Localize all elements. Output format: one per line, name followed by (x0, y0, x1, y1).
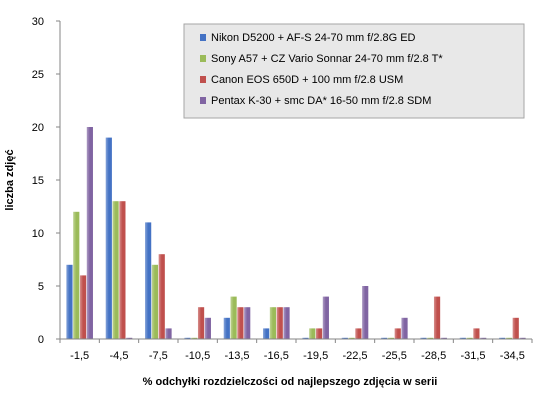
bar-series-2-3 (151, 264, 159, 339)
x-tick-label: -25,5 (382, 350, 407, 362)
bar-series-1-12 (499, 337, 506, 339)
bar-series-1-8 (341, 337, 348, 339)
legend-swatch-4 (200, 97, 206, 104)
bar-series-3-5 (237, 307, 244, 339)
bar-series-1-6 (263, 328, 270, 339)
bar-series-3-11 (473, 328, 480, 339)
bar-series-2-4 (191, 337, 198, 339)
bar-series-1-3 (145, 222, 152, 339)
bar-series-3-7 (315, 328, 323, 339)
y-tick-label: 5 (38, 281, 44, 293)
bar-series-4-10 (440, 337, 447, 339)
bar-series-4-12 (519, 337, 526, 339)
y-tick-label: 25 (32, 69, 44, 81)
bar-series-4-6 (283, 307, 290, 339)
bar-series-2-1 (73, 211, 80, 339)
y-tick-label: 15 (32, 175, 44, 187)
legend-label-3: Canon EOS 650D + 100 mm f/2.8 USM (211, 74, 403, 86)
x-tick-label: -28,5 (421, 350, 446, 362)
x-tick-label: -10,5 (185, 350, 210, 362)
y-tick-label: 20 (32, 122, 44, 134)
y-tick-label: 0 (38, 334, 44, 346)
x-tick-label: -1,5 (70, 350, 89, 362)
bar-series-1-10 (420, 337, 427, 339)
bars-layer (66, 127, 526, 339)
bar-series-1-2 (105, 137, 112, 339)
bar-series-1-11 (459, 337, 466, 339)
bar-series-4-2 (126, 337, 133, 339)
x-tick-label: -13,5 (224, 350, 249, 362)
bar-series-3-2 (119, 201, 126, 339)
ticks-layer: 0 5 10 15 20 25 30 -1,5 -4,5 -7,5 -10,5 -13,5 -16,5 -… (32, 16, 533, 362)
bar-series-1-4 (184, 337, 191, 339)
bar-series-4-7 (322, 296, 329, 339)
bar-series-4-3 (165, 328, 172, 339)
bar-series-3-3 (158, 254, 165, 339)
bar-series-3-10 (433, 296, 441, 339)
x-tick-label: -16,5 (264, 350, 289, 362)
legend-label-2: Sony A57 + CZ Vario Sonnar 24-70 mm f/2.… (211, 53, 443, 65)
bar-series-3-9 (394, 328, 401, 339)
bar-series-4-9 (401, 317, 408, 339)
legend-label-4: Pentax K-30 + smc DA* 16-50 mm f/2.8 SDM (211, 95, 431, 107)
bar-series-1-7 (302, 337, 309, 339)
bar-series-2-2 (112, 201, 119, 339)
bar-series-3-1 (79, 275, 87, 339)
x-tick-label: -19,5 (303, 350, 328, 362)
bar-series-2-10 (427, 337, 434, 339)
bar-series-3-4 (197, 307, 205, 339)
legend-swatch-3 (200, 76, 206, 83)
bar-series-2-7 (309, 328, 316, 339)
bar-series-1-1 (66, 264, 73, 339)
legend-swatch-2 (200, 55, 206, 62)
x-tick-label: -31,5 (460, 350, 485, 362)
legend-box (183, 23, 525, 119)
bar-series-2-9 (387, 337, 395, 339)
bar-series-3-8 (355, 328, 362, 339)
bar-series-3-6 (276, 307, 283, 339)
bar-series-2-11 (466, 337, 473, 339)
bar-series-1-5 (223, 317, 230, 339)
x-axis-title: % odchyłki rozdzielczości od najlepszego… (143, 376, 438, 388)
bar-series-2-6 (269, 307, 277, 339)
bar-series-4-1 (86, 127, 93, 339)
bar-series-4-5 (244, 307, 251, 339)
bar-series-2-5 (230, 296, 237, 339)
x-tick-label: -7,5 (149, 350, 168, 362)
legend-swatch-1 (200, 34, 206, 41)
bar-series-2-8 (348, 337, 355, 339)
x-tick-label: -4,5 (110, 350, 129, 362)
bar-series-4-8 (362, 286, 369, 339)
y-axis-title: liczba zdjęć (4, 149, 16, 210)
bar-series-3-12 (512, 317, 519, 339)
bar-series-4-11 (480, 337, 487, 339)
x-tick-label: -34,5 (500, 350, 525, 362)
bar-series-2-12 (505, 337, 513, 339)
y-tick-label: 10 (32, 228, 44, 240)
legend-label-1: Nikon D5200 + AF-S 24-70 mm f/2.8G ED (211, 32, 416, 44)
bar-series-4-4 (204, 317, 211, 339)
x-tick-label: -22,5 (342, 350, 367, 362)
legend: Nikon D5200 + AF-S 24-70 mm f/2.8G ED Son… (183, 23, 525, 119)
bar-series-1-9 (381, 337, 388, 339)
y-tick-label: 30 (32, 16, 44, 28)
